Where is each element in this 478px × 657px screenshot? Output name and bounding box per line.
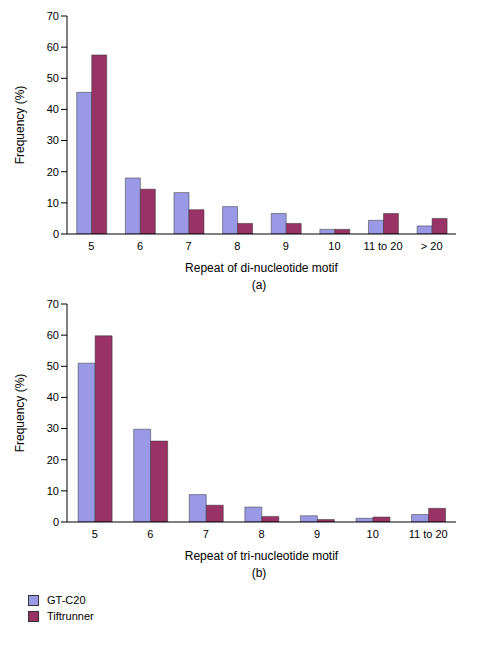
svg-text:40: 40: [47, 391, 59, 403]
svg-text:10: 10: [47, 485, 59, 497]
svg-text:7: 7: [203, 528, 209, 540]
html-text:GT-C20: GT-C20: [47, 594, 86, 606]
svg-text:5: 5: [92, 528, 98, 540]
svg-text:6: 6: [137, 240, 143, 252]
svg-text:Frequency (%): Frequency (%): [13, 86, 27, 165]
svg-text:50: 50: [47, 360, 59, 372]
svg-text:10: 10: [47, 197, 59, 209]
svg-text:5: 5: [88, 240, 94, 252]
svg-text:10: 10: [328, 240, 340, 252]
svg-text:0: 0: [53, 516, 59, 528]
svg-text:40: 40: [47, 103, 59, 115]
svg-text:20: 20: [47, 454, 59, 466]
html-text:(a): (a): [251, 278, 267, 292]
svg-text:50: 50: [47, 72, 59, 84]
svg-text:0: 0: [53, 228, 59, 240]
svg-text:10: 10: [367, 528, 379, 540]
svg-text:60: 60: [47, 329, 59, 341]
svg-text:11 to 20: 11 to 20: [409, 528, 448, 540]
svg-text:7: 7: [186, 240, 192, 252]
svg-text:30: 30: [47, 134, 59, 146]
svg-text:Repeat of tri-nucleotide motif: Repeat of tri-nucleotide motif: [185, 549, 339, 563]
svg-text:70: 70: [47, 298, 59, 310]
svg-text:6: 6: [147, 528, 153, 540]
svg-text:8: 8: [234, 240, 240, 252]
svg-text:60: 60: [47, 41, 59, 53]
svg-text:30: 30: [47, 422, 59, 434]
html-text:(b): (b): [251, 566, 267, 580]
svg-text:> 20: > 20: [421, 240, 443, 252]
svg-text:Repeat of di-nucleotide motif: Repeat of di-nucleotide motif: [185, 261, 338, 275]
svg-text:9: 9: [314, 528, 320, 540]
svg-text:8: 8: [258, 528, 264, 540]
svg-text:9: 9: [283, 240, 289, 252]
html-text:Tiftrunner: Tiftrunner: [47, 610, 94, 622]
svg-text:11 to 20: 11 to 20: [364, 240, 403, 252]
svg-text:20: 20: [47, 166, 59, 178]
svg-text:70: 70: [47, 10, 59, 22]
svg-text:Frequency (%): Frequency (%): [13, 374, 27, 453]
